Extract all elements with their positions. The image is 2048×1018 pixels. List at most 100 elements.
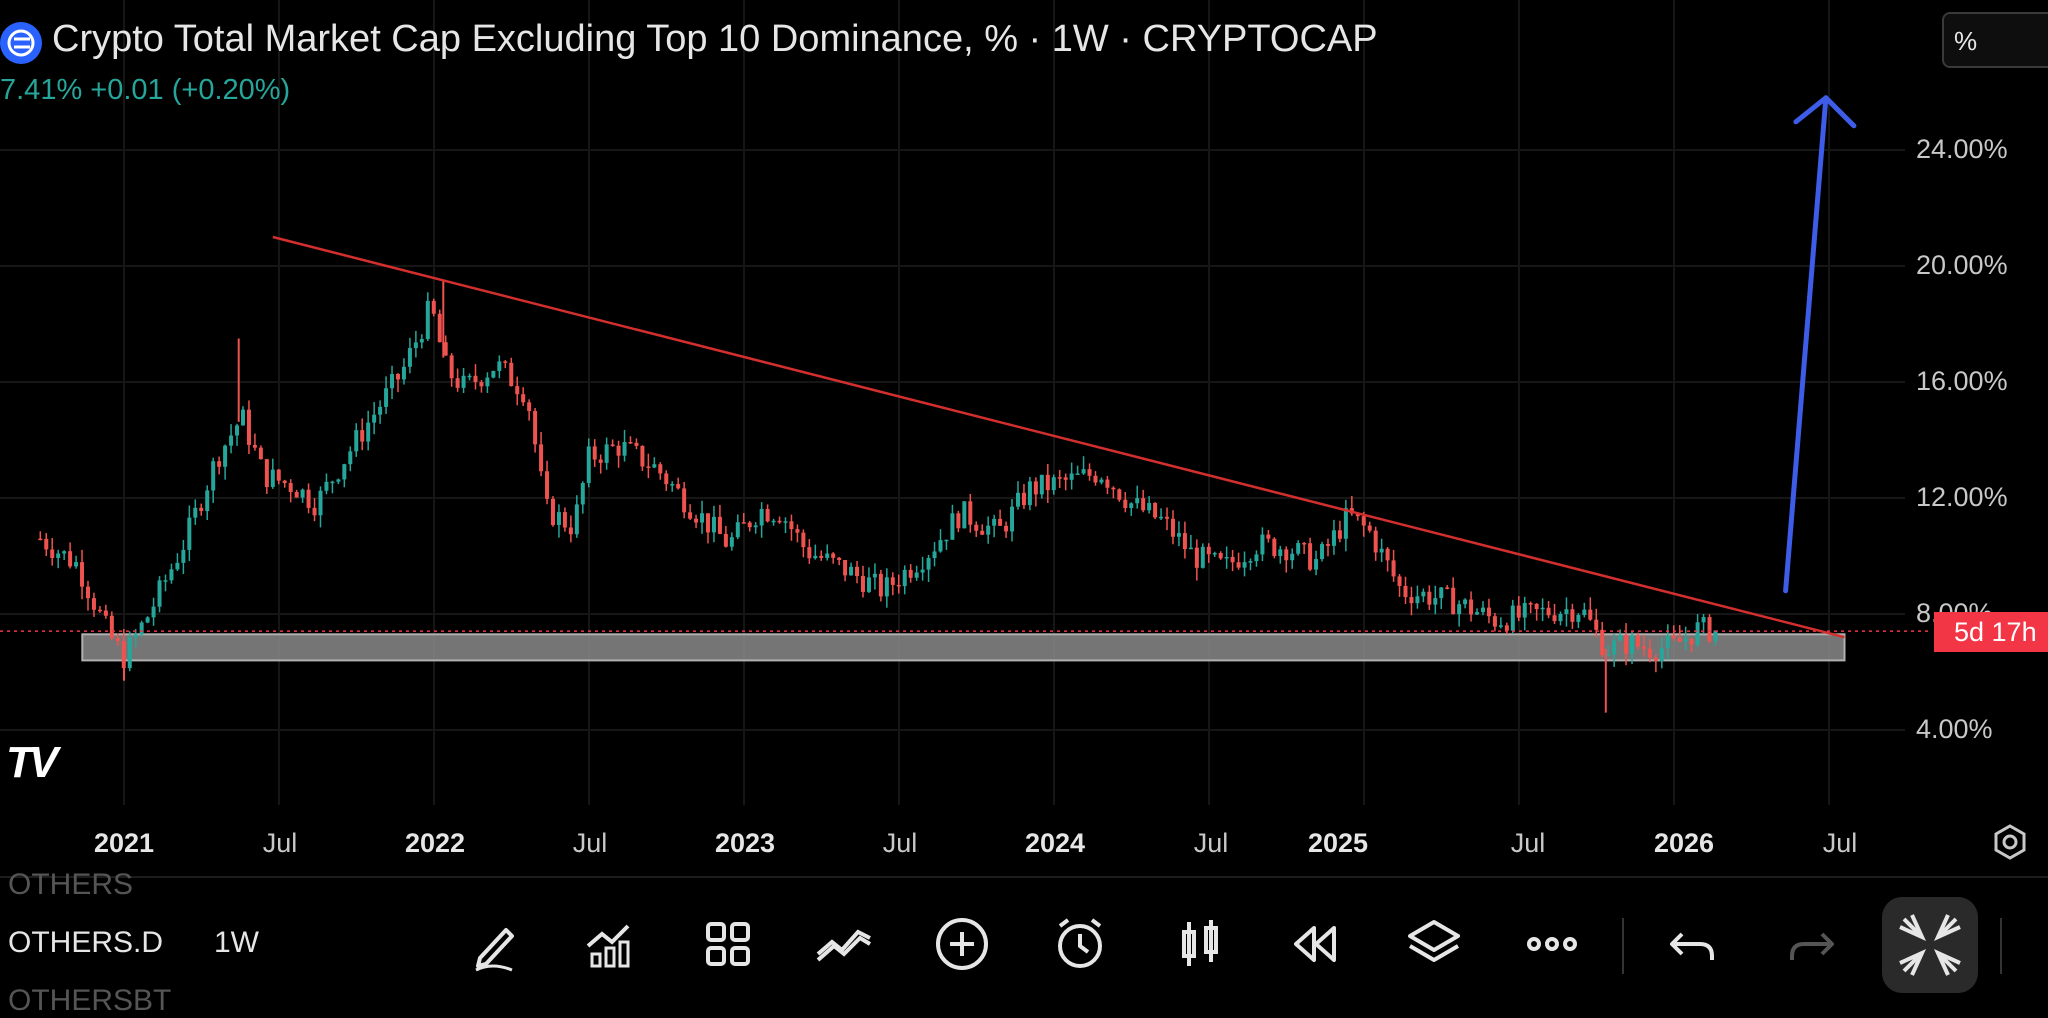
candle-body [1188,547,1193,550]
candle-body [473,375,478,383]
compare-icon[interactable] [812,912,876,976]
cryptocap-logo-icon [0,22,42,64]
candle-body [401,366,406,380]
symbol-list-prev[interactable]: OTHERS [8,868,134,901]
candle-body [521,394,526,403]
candle-body [348,451,353,465]
candle-body [914,572,919,578]
fullscreen-button[interactable] [1882,897,1978,993]
candle-body [825,553,830,558]
candle-body [616,445,621,456]
candle-body [449,355,454,379]
candle-body [491,370,496,378]
candle-body [545,471,550,499]
candle-body [944,539,949,542]
candle-body [1206,546,1211,555]
candle-body [336,479,341,482]
candles-icon[interactable] [1168,912,1232,976]
candle-body [390,374,395,389]
alarm-icon[interactable] [1048,912,1112,976]
candle-body [568,527,573,535]
candle-body [157,580,162,607]
candle-body [1421,591,1426,597]
settings-icon[interactable] [1990,822,2030,862]
pencil-icon[interactable] [462,912,526,976]
candle-body [1230,556,1235,563]
candle-body [354,430,359,452]
candle-body [580,483,585,505]
candle-body [80,562,85,587]
candle-body [1123,499,1128,508]
candle-body [163,580,168,582]
more-icon[interactable] [1520,912,1584,976]
candle-body [676,484,681,489]
candle-body [1534,603,1539,610]
candle-body [550,498,555,526]
candle-body [807,547,812,559]
candle-body [1069,473,1074,480]
candle-body [688,512,693,519]
unit-button[interactable]: % [1942,12,2048,68]
undo-icon[interactable] [1660,912,1724,976]
support-zone-layer [81,633,1846,662]
candle-body [956,513,961,529]
candle-body [1528,603,1533,605]
candle-body [1540,607,1545,610]
candle-body [419,339,424,343]
candle-body [1373,530,1378,553]
plus-circle-icon[interactable] [930,912,994,976]
candle-body [1624,635,1629,654]
candle-body [1033,481,1038,495]
x-tick-label: 2024 [1024,828,1086,858]
candle-body [527,402,532,412]
candle-body [1701,617,1706,623]
candle-body [789,521,794,530]
indicators-icon[interactable] [578,912,642,976]
candle-body [1439,587,1444,599]
rewind-icon[interactable] [1284,912,1348,976]
candle-body [91,598,96,610]
candle-body [1314,559,1319,570]
symbol-list-next[interactable]: OTHERSBT [8,984,172,1017]
candle-body [1707,617,1712,642]
candle-body [640,445,645,467]
candle-body [44,538,49,550]
candle-body [1427,591,1432,605]
candle-body [1170,518,1175,537]
interval-selector[interactable]: 1W [214,926,259,959]
candle-body [1367,525,1372,531]
candle-body [539,444,544,472]
symbol-selector[interactable]: OTHERS.D [8,926,164,959]
candle-body [139,622,144,635]
tradingview-logo: TV [6,738,58,787]
candle-body [795,529,800,533]
candle-body [902,569,907,587]
candle-body [1337,530,1342,539]
layers-icon[interactable] [1402,912,1466,976]
candle-body [1141,498,1146,511]
candle-body [1713,630,1718,642]
candle-body [169,569,174,581]
redo-icon[interactable] [1780,912,1844,976]
bottom-toolbar [0,876,2048,1013]
candle-body [1051,477,1056,491]
candle-body [1290,553,1295,561]
candle-body [1057,477,1062,479]
candle-body [1296,543,1301,554]
candle-body [85,586,90,599]
candle-body [700,513,705,523]
price-chart[interactable] [0,0,2048,870]
candle-body [1075,473,1080,475]
candle-body [765,509,770,522]
candle-body [318,490,323,516]
candle-body [1355,513,1360,517]
candle-body [1272,538,1277,556]
candle-body [205,490,210,512]
candle-body [896,584,901,587]
candle-body [1182,533,1187,550]
grid-icon[interactable] [696,912,760,976]
candle-body [1552,615,1557,622]
candle-body [1302,543,1307,545]
candle-body [1689,638,1694,645]
candle-body [455,378,460,388]
